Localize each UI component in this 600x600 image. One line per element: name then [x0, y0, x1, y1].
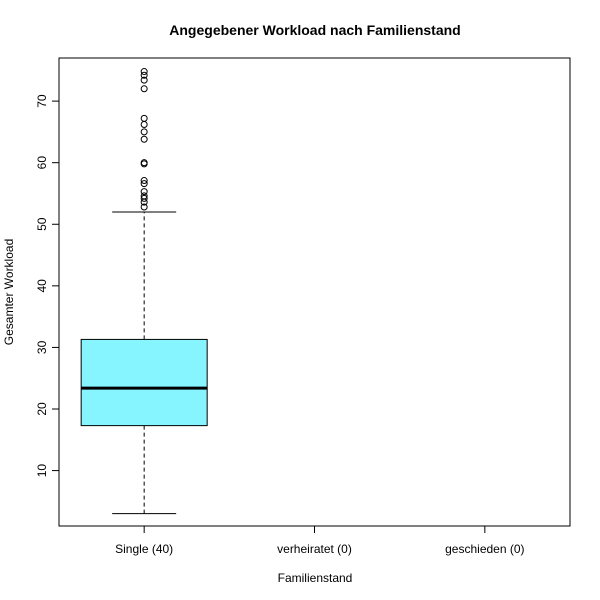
x-axis: Single (40) verheiratet (0) geschieden (0) [115, 525, 525, 556]
chart-title: Angegebener Workload nach Familienstand [169, 22, 460, 38]
outlier-point [140, 128, 148, 136]
y-axis: 10 20 30 40 50 60 70 [35, 94, 60, 478]
x-axis-label: Familienstand [278, 571, 353, 585]
outlier-point [140, 71, 148, 79]
y-tick-label: 70 [35, 94, 49, 108]
outlier-point [140, 159, 148, 167]
box-group [80, 68, 208, 515]
outlier-point [140, 180, 148, 188]
outlier-point [140, 188, 148, 196]
y-tick-label: 10 [35, 464, 49, 478]
outlier-point [140, 203, 148, 211]
outlier-point [140, 192, 148, 200]
iqr-box [80, 338, 208, 427]
y-tick-label: 20 [35, 402, 49, 416]
outlier-point [140, 194, 148, 202]
y-tick-label: 30 [35, 340, 49, 354]
outlier-point [140, 121, 148, 129]
x-tick-label: Single (40) [115, 542, 173, 556]
y-tick-label: 60 [35, 156, 49, 170]
outlier-point [140, 68, 148, 76]
outlier-point [140, 85, 148, 93]
y-axis-label: Gesamter Workload [2, 239, 16, 345]
box-layer [80, 68, 208, 515]
plot-frame [58, 57, 571, 527]
outlier-point [140, 135, 148, 143]
y-tick-label: 50 [35, 217, 49, 231]
x-tick-label: geschieden (0) [445, 542, 524, 556]
outlier-point [140, 114, 148, 122]
outlier-point [140, 76, 148, 84]
y-tick-label: 40 [35, 279, 49, 293]
x-tick-label: verheiratet (0) [277, 542, 352, 556]
outlier-point [140, 177, 148, 185]
